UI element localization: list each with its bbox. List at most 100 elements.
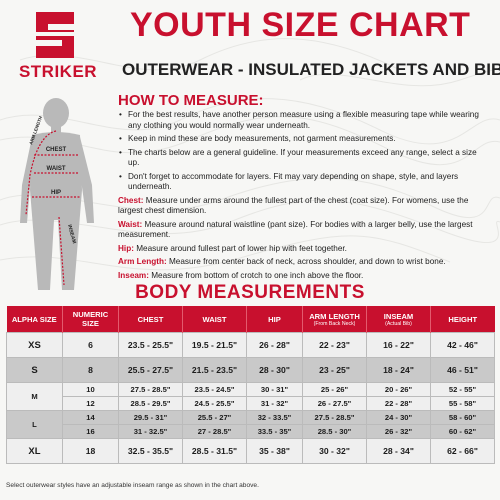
inseam-cell: 28 - 34" — [366, 438, 431, 464]
arm-length-cell: 26 - 27.5" — [302, 396, 367, 411]
definition-chest: Chest: Measure under arms around the ful… — [118, 196, 490, 217]
definition-text: Measure from center back of neck, across… — [168, 257, 446, 266]
hip-cell: 31 - 32" — [246, 396, 303, 411]
waist-cell: 24.5 - 25.5" — [182, 396, 247, 411]
height-cell: 42 - 46" — [430, 332, 495, 358]
height-cell: 58 - 60" — [430, 410, 495, 425]
definition-hip: Hip: Measure around fullest part of lowe… — [118, 244, 490, 255]
figure-label-chest: CHEST — [46, 147, 67, 153]
how-to-measure-instructions: For the best results, have another perso… — [118, 110, 490, 284]
header-numeric-size: NUMERIC SIZE — [62, 306, 119, 333]
inseam-cell: 20 - 26" — [366, 382, 431, 397]
figure-label-inseam: INSEAM — [66, 224, 77, 244]
how-to-measure-title: HOW TO MEASURE: — [118, 92, 264, 109]
header-arm-length: ARM LENGTH (From Back Neck) — [302, 306, 367, 333]
table-row: L 14 29.5 - 31" 25.5 - 27" 32 - 33.5" 27… — [6, 410, 495, 439]
inseam-cell: 26 - 32" — [366, 424, 431, 439]
definition-term: Hip: — [118, 243, 134, 253]
table-row: 12 28.5 - 29.5" 24.5 - 25.5" 31 - 32" 26… — [7, 396, 495, 411]
numeric-size-cell: 6 — [62, 332, 119, 358]
body-measurements-title: BODY MEASUREMENTS — [135, 282, 365, 303]
page-subtitle: OUTERWEAR - INSULATED JACKETS AND BIBS — [122, 60, 500, 79]
footnote: Select outerwear styles have an adjustab… — [6, 482, 259, 489]
numeric-size-cell: 12 — [62, 396, 119, 411]
waist-cell: 27 - 28.5" — [182, 424, 247, 439]
table-row: M 10 27.5 - 28.5" 23.5 - 24.5" 30 - 31" … — [6, 382, 495, 411]
chest-cell: 28.5 - 29.5" — [118, 396, 183, 411]
numeric-size-cell: 14 — [62, 410, 119, 425]
hip-cell: 28 - 30" — [246, 357, 303, 383]
definition-term: Chest: — [118, 195, 144, 205]
waist-cell: 21.5 - 23.5" — [182, 357, 247, 383]
header-inseam: INSEAM (Actual Bib) — [366, 306, 431, 333]
chest-cell: 32.5 - 35.5" — [118, 438, 183, 464]
header-waist: WAIST — [182, 306, 247, 333]
chest-cell: 25.5 - 27.5" — [118, 357, 183, 383]
figure-label-waist: WAIST — [47, 166, 66, 172]
table-row: XS 6 23.5 - 25.5" 19.5 - 21.5" 26 - 28" … — [6, 332, 495, 358]
numeric-size-cell: 10 — [62, 382, 119, 397]
body-measurement-figure: CHEST WAIST HIP INSEAM ARM LENGTH — [20, 98, 94, 290]
inseam-cell: 22 - 28" — [366, 396, 431, 411]
hip-cell: 26 - 28" — [246, 332, 303, 358]
arm-length-cell: 28.5 - 30" — [302, 424, 367, 439]
instruction-bullet: For the best results, have another perso… — [118, 110, 490, 131]
header-arm-length-label: ARM LENGTH — [309, 311, 360, 321]
striker-s-logo-icon — [36, 12, 74, 58]
table-header-row: ALPHA SIZE NUMERIC SIZE CHEST WAIST HIP … — [6, 306, 495, 333]
definition-text: Measure around fullest part of lower hip… — [136, 243, 347, 253]
arm-length-cell: 22 - 23" — [302, 332, 367, 358]
definition-term: Inseam: — [118, 270, 149, 280]
inseam-cell: 24 - 30" — [366, 410, 431, 425]
brand-name: STRIKER — [18, 62, 98, 81]
instruction-bullet: Keep in mind these are body measurements… — [118, 134, 490, 145]
numeric-size-cell: 18 — [62, 438, 119, 464]
chest-cell: 23.5 - 25.5" — [118, 332, 183, 358]
arm-length-cell: 30 - 32" — [302, 438, 367, 464]
instruction-bullet: The charts below are a general guideline… — [118, 148, 490, 169]
header-alpha-size: ALPHA SIZE — [6, 306, 63, 333]
figure-label-hip: HIP — [51, 190, 61, 196]
table-row: XL 18 32.5 - 35.5" 28.5 - 31.5" 35 - 38"… — [6, 438, 495, 464]
waist-cell: 19.5 - 21.5" — [182, 332, 247, 358]
numeric-size-cell: 16 — [62, 424, 119, 439]
arm-length-cell: 25 - 26" — [302, 382, 367, 397]
height-cell: 52 - 55" — [430, 382, 495, 397]
body-measurements-table: ALPHA SIZE NUMERIC SIZE CHEST WAIST HIP … — [6, 306, 495, 464]
waist-cell: 28.5 - 31.5" — [182, 438, 247, 464]
definition-text: Measure around natural waistline (pant s… — [118, 219, 473, 240]
hip-cell: 32 - 33.5" — [246, 410, 303, 425]
header-hip: HIP — [246, 306, 303, 333]
page-title: YOUTH SIZE CHART — [130, 6, 471, 44]
alpha-size-cell: XL — [6, 438, 63, 464]
waist-cell: 23.5 - 24.5" — [182, 382, 247, 397]
definition-waist: Waist: Measure around natural waistline … — [118, 220, 490, 241]
height-cell: 62 - 66" — [430, 438, 495, 464]
alpha-size-cell: S — [6, 357, 63, 383]
waist-cell: 25.5 - 27" — [182, 410, 247, 425]
chest-cell: 29.5 - 31" — [118, 410, 183, 425]
definition-arm-length: Arm Length: Measure from center back of … — [118, 257, 490, 268]
alpha-size-cell: L — [6, 410, 63, 439]
hip-cell: 35 - 38" — [246, 438, 303, 464]
hip-cell: 33.5 - 35" — [246, 424, 303, 439]
height-cell: 55 - 58" — [430, 396, 495, 411]
height-cell: 46 - 51" — [430, 357, 495, 383]
hip-cell: 30 - 31" — [246, 382, 303, 397]
header-inseam-label: INSEAM — [383, 311, 414, 321]
header-arm-length-note: (From Back Neck) — [313, 320, 356, 327]
definition-inseam: Inseam: Measure from bottom of crotch to… — [118, 271, 490, 282]
definition-text: Measure from bottom of crotch to one inc… — [151, 270, 364, 280]
header-inseam-note: (Actual Bib) — [385, 320, 412, 327]
arm-length-cell: 27.5 - 28.5" — [302, 410, 367, 425]
table-row: S 8 25.5 - 27.5" 21.5 - 23.5" 28 - 30" 2… — [6, 357, 495, 383]
definition-term: Arm Length: — [118, 257, 167, 266]
inseam-cell: 18 - 24" — [366, 357, 431, 383]
alpha-size-cell: XS — [6, 332, 63, 358]
header-height: HEIGHT — [430, 306, 495, 333]
arm-length-cell: 23 - 25" — [302, 357, 367, 383]
height-cell: 60 - 62" — [430, 424, 495, 439]
definition-term: Waist: — [118, 219, 143, 229]
chest-cell: 27.5 - 28.5" — [118, 382, 183, 397]
header-chest: CHEST — [118, 306, 183, 333]
